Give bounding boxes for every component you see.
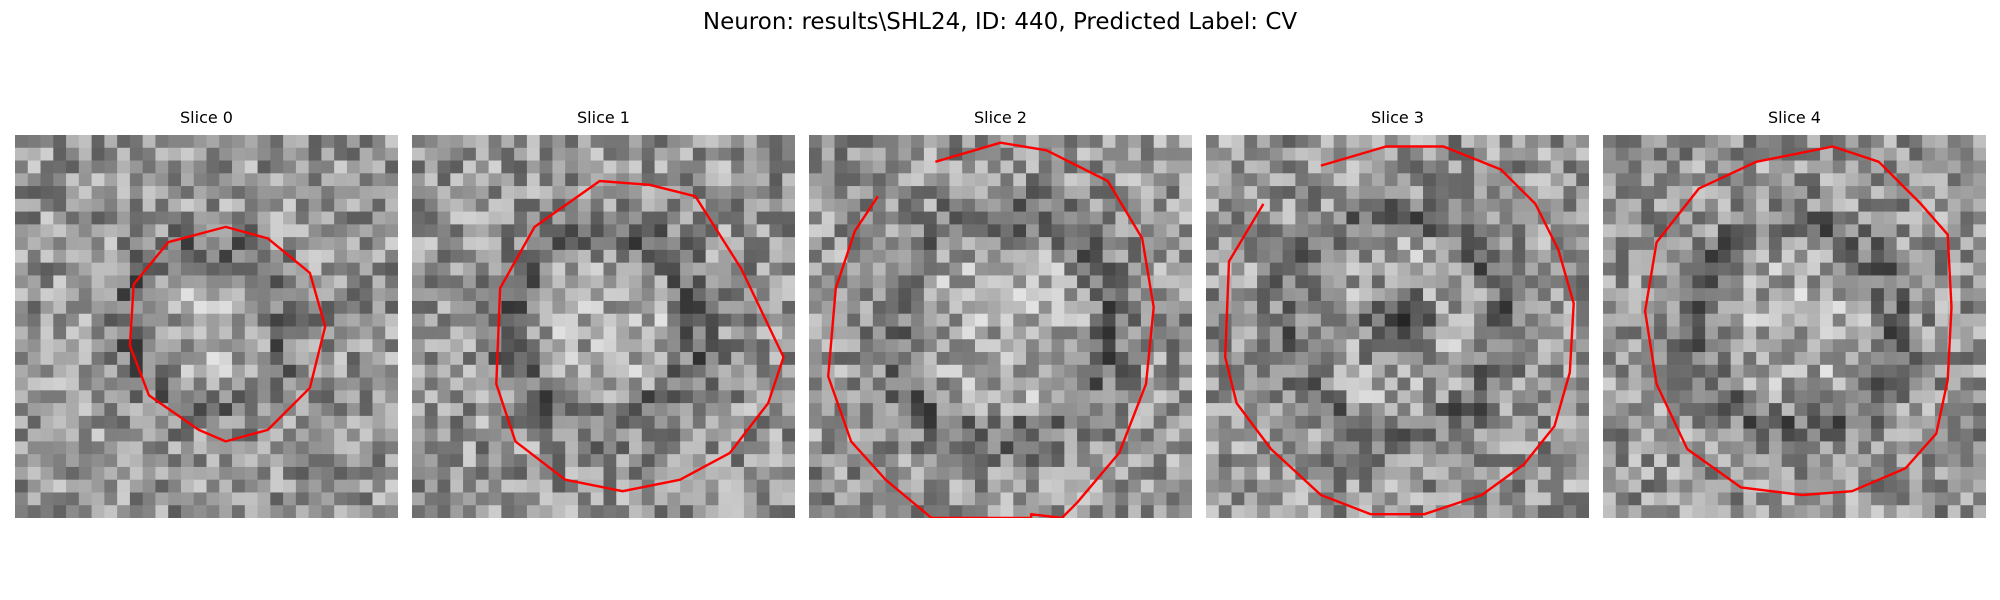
slice-image bbox=[1206, 135, 1589, 518]
pixel-grid bbox=[1206, 135, 1589, 518]
pixel-grid bbox=[1603, 135, 1986, 518]
panel-slice-4: Slice 4 bbox=[1603, 108, 1986, 524]
pixel-grid bbox=[15, 135, 398, 518]
contour-outline bbox=[128, 225, 327, 443]
slice-image bbox=[412, 135, 795, 518]
pixel-grid bbox=[809, 135, 1192, 518]
panel-title: Slice 4 bbox=[1768, 108, 1821, 127]
figure-title: Neuron: results\SHL24, ID: 440, Predicte… bbox=[702, 9, 1298, 35]
pixel-grid bbox=[412, 135, 795, 518]
contour-outline bbox=[827, 141, 1155, 518]
contour-outline bbox=[495, 179, 785, 493]
slice-image bbox=[1603, 135, 1986, 518]
panel-title: Slice 1 bbox=[577, 108, 630, 127]
panel-slice-1: Slice 1 bbox=[412, 108, 795, 524]
panel-slice-2: Slice 2 bbox=[809, 108, 1192, 524]
panel-title: Slice 0 bbox=[180, 108, 233, 127]
panel-slice-0: Slice 0 bbox=[15, 108, 398, 524]
panel-slice-3: Slice 3 bbox=[1206, 108, 1589, 524]
panel-title: Slice 3 bbox=[1371, 108, 1424, 127]
slice-image bbox=[15, 135, 398, 518]
contour-outline bbox=[1224, 145, 1575, 516]
slice-image bbox=[809, 135, 1192, 518]
panel-title: Slice 2 bbox=[974, 108, 1027, 127]
contour-outline bbox=[1643, 145, 1953, 497]
